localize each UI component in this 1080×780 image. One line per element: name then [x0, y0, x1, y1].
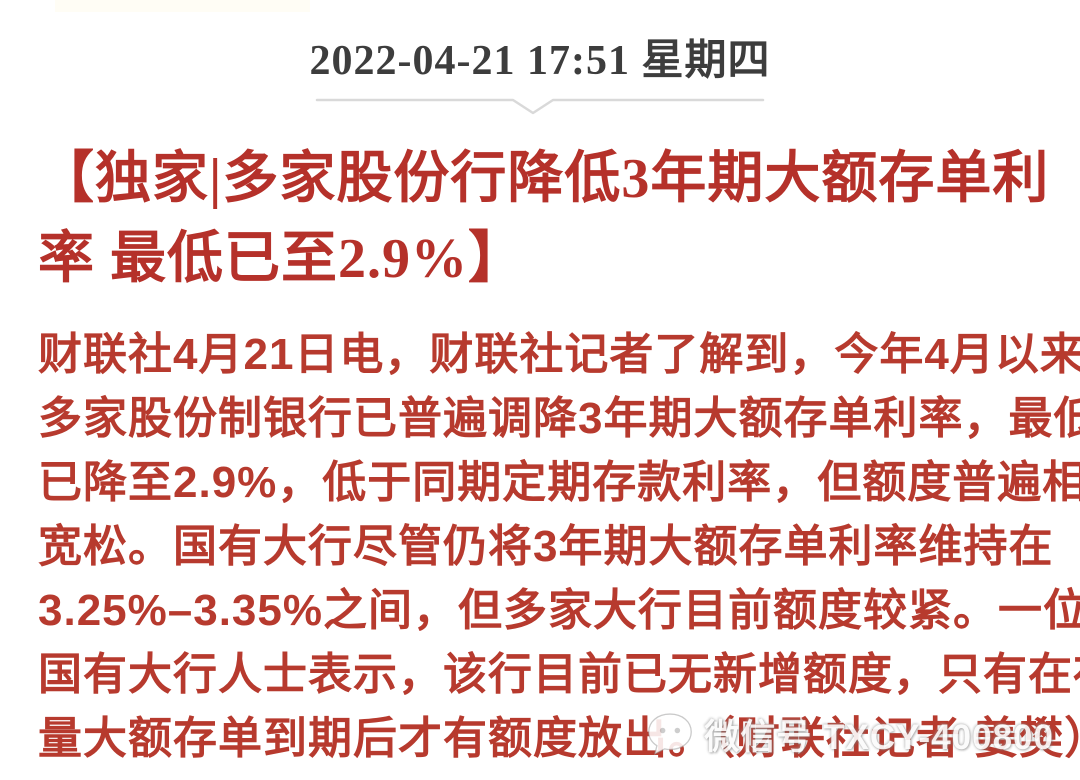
header-divider: [315, 96, 765, 116]
article-body: 财联社4月21日电，财联社记者了解到，今年4月以来， 多家股份制银行已普遍调降3…: [38, 323, 1080, 771]
headline-line: 【独家|多家股份行降低3年期大额存单利: [38, 148, 1050, 210]
body-line: 已降至2.9%，低于同期定期存款利率，但额度普遍相对: [38, 458, 1080, 507]
date-header: 2022-04-21 17:51 星期四: [309, 38, 771, 84]
body-line: 宽松。国有大行尽管仍将3年期大额存单利率维持在: [38, 522, 1054, 571]
body-line: 多家股份制银行已普遍调降3年期大额存单利率，最低: [38, 394, 1080, 443]
headline-line: 率 最低已至2.9%】: [38, 228, 525, 290]
body-line: 国有大行人士表示，该行目前已无新增额度，只有在存: [38, 650, 1080, 699]
divider-chevron-line: [315, 98, 765, 115]
body-line: 3.25%–3.35%之间，但多家大行目前额度较紧。一位: [38, 586, 1080, 635]
body-line: 财联社4月21日电，财联社记者了解到，今年4月以来，: [38, 330, 1080, 379]
article-headline: 【独家|多家股份行降低3年期大额存单利 率 最低已至2.9%】: [38, 139, 1050, 299]
top-edge-tint: [55, 0, 310, 12]
body-line: 量大额存单到期后才有额度放出。（财联社记者 姜樊）: [38, 714, 1080, 763]
